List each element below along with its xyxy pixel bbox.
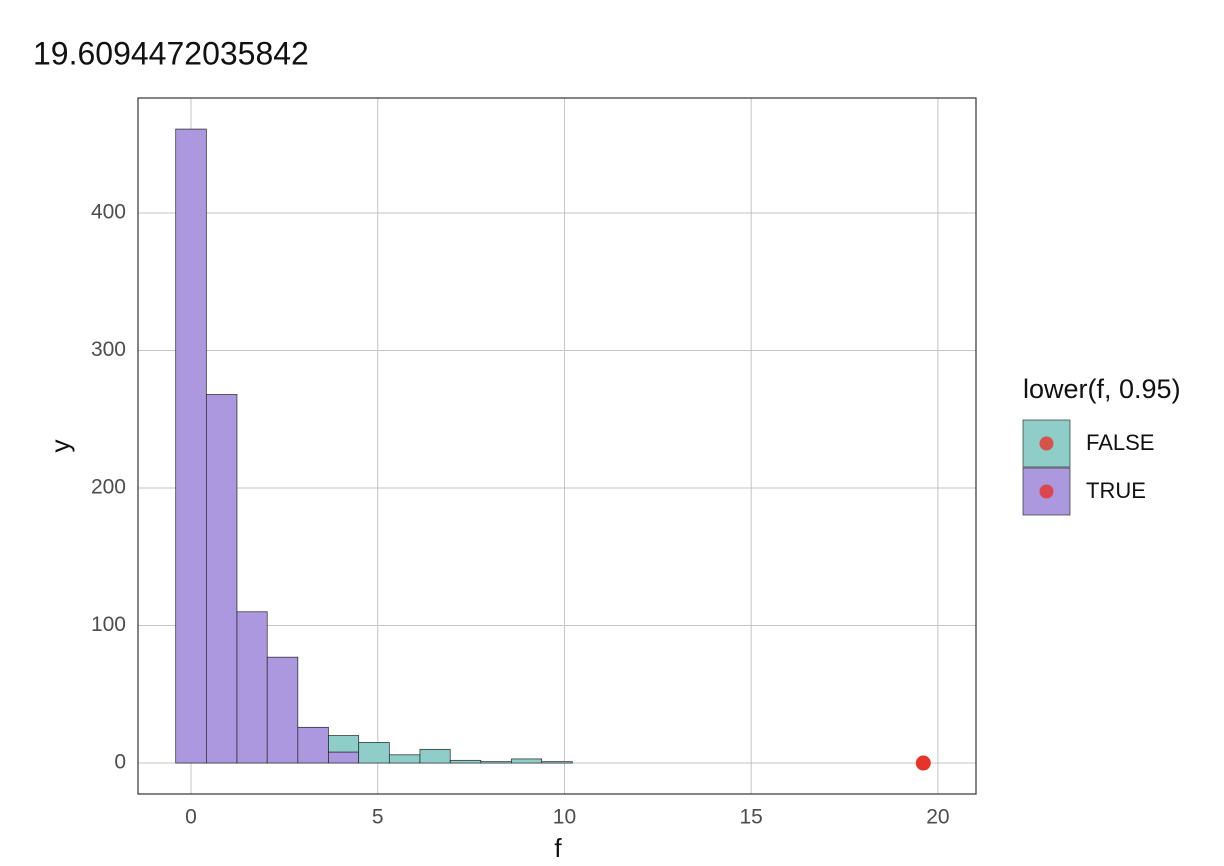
histogram-bar — [480, 761, 512, 764]
x-axis-title: f — [554, 833, 562, 863]
histogram-bar — [358, 742, 390, 764]
histogram-bar — [449, 759, 482, 764]
histogram-bar — [205, 394, 238, 764]
histogram-bar — [328, 735, 360, 753]
x-tick-label: 10 — [553, 806, 576, 829]
y-tick-label: 0 — [114, 751, 126, 774]
histogram-bar — [511, 758, 543, 764]
observed-point — [915, 755, 931, 771]
y-tick-label: 300 — [91, 338, 126, 361]
y-tick-label: 200 — [91, 476, 126, 499]
y-tick-label: 100 — [91, 613, 126, 636]
histogram-bar — [175, 128, 207, 764]
panel-border — [137, 97, 977, 795]
legend-key-point — [1039, 436, 1054, 451]
x-tick-label: 15 — [740, 806, 763, 829]
histogram-bar — [266, 656, 299, 764]
x-tick-label: 5 — [372, 806, 384, 829]
x-tick-label: 20 — [926, 806, 949, 829]
legend-key-point — [1039, 484, 1054, 499]
histogram-bar — [236, 611, 268, 764]
legend-label: TRUE — [1086, 478, 1146, 503]
histogram-bar — [388, 754, 421, 764]
x-tick-label: 0 — [185, 806, 197, 829]
histogram-bar — [541, 761, 573, 764]
y-tick-label: 400 — [91, 201, 126, 224]
legend-title: lower(f, 0.95) — [1023, 374, 1181, 404]
legend-label: FALSE — [1086, 430, 1154, 455]
histogram-bar — [419, 748, 451, 764]
histogram-bar — [297, 726, 329, 764]
histogram-bar — [328, 751, 360, 764]
chart-title: 19.6094472035842 — [33, 35, 309, 71]
y-axis-title: y — [45, 440, 75, 453]
